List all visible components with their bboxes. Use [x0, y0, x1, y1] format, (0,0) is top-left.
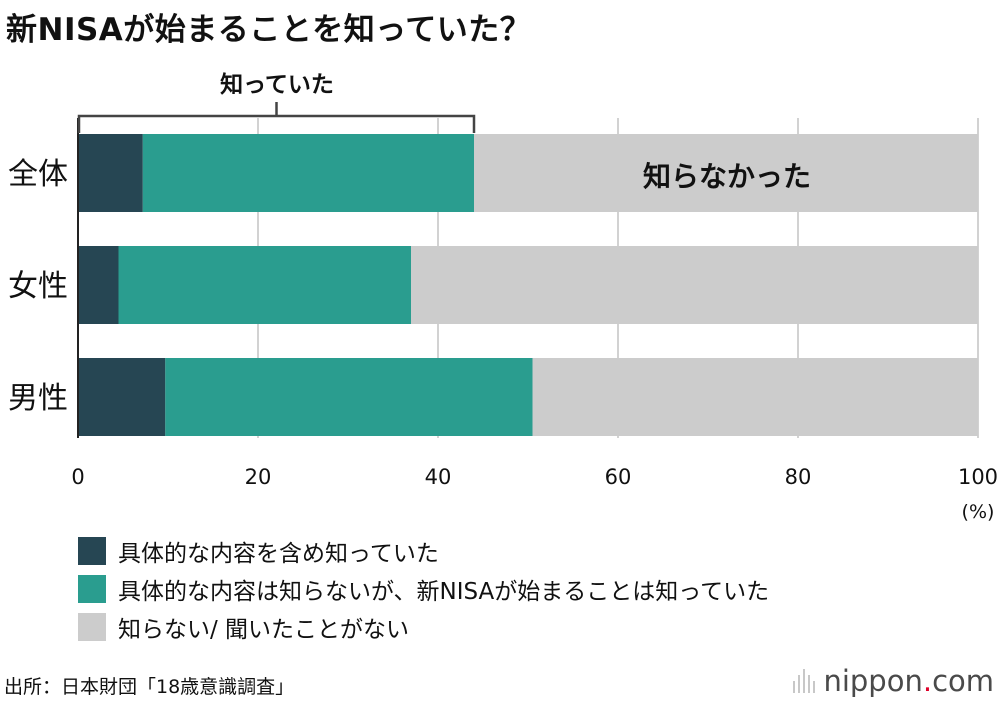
bar-segment: [78, 358, 166, 436]
legend-label: 具体的な内容は知らないが、新NISAが始まることは知っていた: [118, 579, 770, 605]
legend-swatch: [78, 613, 106, 641]
legend-swatch: [78, 575, 106, 603]
x-axis: 0 20 40 60 80 100 (%): [71, 118, 998, 523]
legend-item: 具体的な内容を含め知っていた: [78, 532, 769, 570]
annotation-did-not-know: 知らなかった: [643, 160, 811, 193]
bar-segment: [165, 358, 533, 436]
category-label: 男性: [8, 381, 68, 416]
legend-swatch: [78, 537, 106, 565]
bar-segment: [78, 246, 119, 324]
x-tick-label: 20: [245, 465, 272, 489]
chart-title: 新NISAが始まることを知っていた？: [6, 12, 532, 48]
legend-item: 具体的な内容は知らないが、新NISAが始まることは知っていた: [78, 570, 769, 608]
legend: 具体的な内容を含め知っていた 具体的な内容は知らないが、新NISAが始まることは…: [78, 532, 769, 646]
legend-item: 知らない/ 聞いたことがない: [78, 608, 769, 646]
nippon-logo: nippon. com: [793, 664, 994, 698]
x-tick-label: 0: [71, 465, 84, 489]
category-label: 全体: [8, 157, 68, 192]
legend-label: 具体的な内容を含め知っていた: [118, 541, 439, 567]
legend-label: 知らない/ 聞いたことがない: [118, 617, 410, 643]
x-tick-label: 100: [958, 465, 998, 489]
x-tick-label: 40: [425, 465, 452, 489]
bar-segment: [78, 134, 143, 212]
category-label: 女性: [8, 269, 68, 304]
logo-dot: .: [922, 664, 933, 698]
bar-segment: [411, 246, 978, 324]
knew-bracket: [77, 114, 476, 133]
x-tick-label: 80: [785, 465, 812, 489]
bars: [78, 134, 978, 436]
bar-segment: [142, 134, 475, 212]
source-note: 出所：日本財団「18歳意識調査」: [4, 676, 295, 698]
bar-segment: [474, 134, 978, 212]
logo-name: nippon: [823, 664, 923, 698]
bar-segment: [532, 358, 978, 436]
logo-tld: com: [932, 664, 994, 698]
logo-bars-icon: [793, 669, 816, 693]
bar-segment: [118, 246, 411, 324]
x-unit-label: (%): [962, 501, 995, 523]
annotation-knew: 知っていた: [220, 71, 334, 98]
x-tick-label: 60: [605, 465, 632, 489]
